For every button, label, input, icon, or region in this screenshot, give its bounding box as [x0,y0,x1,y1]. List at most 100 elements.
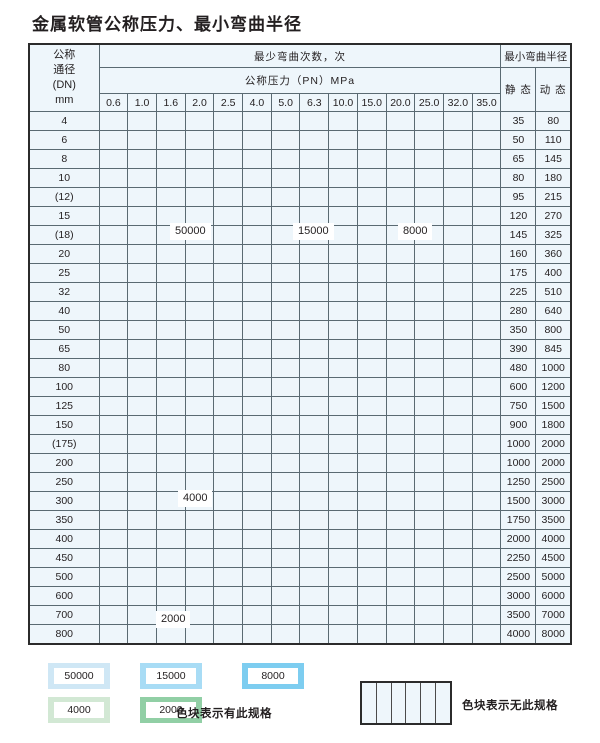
static-radius-cell: 3000 [500,586,537,606]
spec-unavailable-cell [442,491,473,511]
spec-available-cell [98,339,129,359]
spec-unavailable-cell [270,415,301,435]
spec-unavailable-cell [299,529,330,549]
table-row: 100 600 1200 [28,377,572,397]
spec-unavailable-cell [385,377,416,397]
header-row-1: 公称 通径 (DN) mm 最少弯曲次数，次 最小弯曲半径 [28,43,572,112]
spec-available-cell [98,187,129,207]
spec-unavailable-cell [270,434,301,454]
spec-available-cell [356,282,387,302]
spec-unavailable-cell [442,206,473,226]
spec-available-cell [98,206,129,226]
spec-available-cell [184,377,215,397]
spec-available-cell [242,130,272,150]
spec-unavailable-cell [328,472,358,492]
spec-unavailable-cell [270,377,301,397]
min-bend-radius-header: 最小弯曲半径 [500,43,572,68]
dynamic-radius-cell: 845 [535,339,572,359]
static-radius-cell: 390 [500,339,537,359]
spec-unavailable-cell [328,434,358,454]
spec-unavailable-cell [471,605,502,625]
legend-empty-cell [436,683,450,723]
pressure-radius-table-container: 公称 通径 (DN) mm 最少弯曲次数，次 最小弯曲半径 公称压力（PN）MP… [28,43,572,645]
spec-unavailable-cell [414,529,444,549]
spec-unavailable-cell [414,586,444,606]
pressure-column-header-6-3: 6.3 [299,93,330,112]
spec-unavailable-cell [328,491,358,511]
dynamic-radius-cell: 110 [535,130,572,150]
spec-unavailable-cell [471,567,502,587]
spec-available-cell [270,187,301,207]
spec-available-cell [270,168,301,188]
spec-available-cell [242,301,272,321]
spec-available-cell [184,415,215,435]
static-radius-cell: 2250 [500,548,537,568]
spec-unavailable-cell [270,491,301,511]
table-row: 10 80 180 [28,168,572,188]
dynamic-radius-cell: 400 [535,263,572,283]
spec-available-cell [356,263,387,283]
static-radius-cell: 2500 [500,567,537,587]
dynamic-radius-cell: 4000 [535,529,572,549]
legend-swatch-50000: 50000 [48,663,110,689]
spec-unavailable-cell [442,244,473,264]
pressure-column-header-35-0: 35.0 [471,93,502,112]
spec-available-cell [127,434,157,454]
spec-available-cell [356,225,387,245]
spec-available-cell [127,244,157,264]
dynamic-radius-cell: 145 [535,149,572,169]
spec-available-cell [414,206,444,226]
spec-unavailable-cell [242,529,272,549]
spec-unavailable-cell [385,415,416,435]
spec-unavailable-cell [385,434,416,454]
dynamic-radius-cell: 800 [535,320,572,340]
dn-header-cell: 公称 通径 (DN) mm [28,43,100,112]
dn-value-cell: 250 [28,472,100,492]
spec-available-cell [127,491,157,511]
spec-unavailable-cell [328,624,358,645]
spec-unavailable-cell [299,605,330,625]
spec-unavailable-cell [414,358,444,378]
spec-available-cell [385,149,416,169]
spec-available-cell [98,377,129,397]
pressure-column-header-4-0: 4.0 [242,93,272,112]
spec-available-cell [356,301,387,321]
dynamic-radius-cell: 1000 [535,358,572,378]
table-row: 500 2500 5000 [28,567,572,587]
spec-available-cell [242,282,272,302]
bend-count-header: 最少弯曲次数，次 [98,43,502,68]
dynamic-radius-cell: 4500 [535,548,572,568]
spec-available-cell [98,244,129,264]
spec-available-cell [242,472,272,492]
spec-available-cell [242,415,272,435]
table-row: 400 2000 4000 [28,529,572,549]
band-value-tag: 50000 [170,223,211,240]
static-radius-cell: 1750 [500,510,537,530]
spec-available-cell [242,244,272,264]
spec-unavailable-cell [385,586,416,606]
dynamic-radius-cell: 6000 [535,586,572,606]
spec-unavailable-cell [270,453,301,473]
spec-unavailable-cell [442,567,473,587]
spec-available-cell [184,168,215,188]
static-radius-cell: 65 [500,149,537,169]
static-radius-cell: 480 [500,358,537,378]
spec-available-cell [242,111,272,131]
dn-value-cell: 4 [28,111,100,131]
spec-available-cell [328,320,358,340]
dn-header-line-3: (DN) [52,79,76,91]
static-radius-cell: 80 [500,168,537,188]
spec-available-cell [299,358,330,378]
spec-unavailable-cell [328,358,358,378]
dn-value-cell: (175) [28,434,100,454]
static-radius-cell: 35 [500,111,537,131]
spec-unavailable-cell [356,339,387,359]
spec-available-cell [184,282,215,302]
spec-available-cell [184,529,215,549]
table-row: 150 900 1800 [28,415,572,435]
spec-available-cell [98,282,129,302]
spec-available-cell [155,320,186,340]
spec-available-cell [213,111,244,131]
spec-unavailable-cell [385,624,416,645]
dn-header-line-4: mm [55,94,74,106]
